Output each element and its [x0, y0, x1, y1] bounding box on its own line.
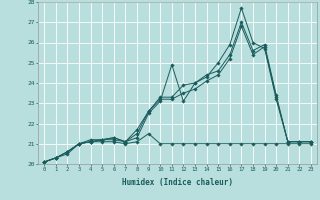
X-axis label: Humidex (Indice chaleur): Humidex (Indice chaleur) — [122, 178, 233, 187]
